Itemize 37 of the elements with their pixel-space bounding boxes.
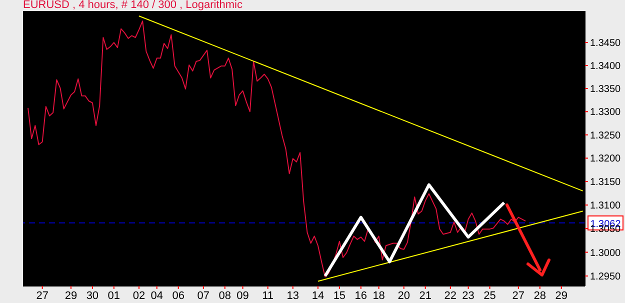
x-tick-label: 13 bbox=[286, 290, 300, 302]
x-tick-label: 04 bbox=[150, 290, 164, 302]
x-tick-label: 20 bbox=[398, 290, 410, 302]
y-tick-label: 1.3200 bbox=[590, 154, 622, 165]
x-tick-label: 09 bbox=[236, 290, 249, 302]
y-tick-label: 1.3400 bbox=[590, 61, 622, 72]
x-tick-label: 07 bbox=[197, 290, 210, 302]
x-tick-label: 11 bbox=[262, 290, 274, 302]
x-tick-label: 01 bbox=[108, 290, 120, 302]
x-tick-label: 23 bbox=[462, 290, 474, 302]
x-tick-label: 22 bbox=[444, 290, 457, 302]
x-tick-label: 08 bbox=[218, 290, 232, 302]
x-tick-label: 14 bbox=[312, 290, 324, 302]
x-tick-label: 27 bbox=[512, 290, 525, 302]
y-tick-label: 1.3100 bbox=[590, 200, 622, 212]
x-tick-label: 28 bbox=[534, 290, 546, 302]
y-tick-label: 1.3150 bbox=[590, 177, 622, 188]
y-tick-label: 1.3300 bbox=[590, 107, 622, 118]
x-tick-label: 29 bbox=[64, 290, 78, 302]
x-tick-label: 18 bbox=[372, 290, 385, 302]
y-tick-label: 1.2950 bbox=[590, 272, 622, 283]
x-tick-label: 16 bbox=[354, 290, 368, 302]
line-series bbox=[324, 183, 506, 278]
x-tick-label: 29 bbox=[555, 290, 568, 302]
x-tick-label: 02 bbox=[132, 290, 146, 302]
line-series bbox=[28, 20, 526, 278]
x-tick-label: 15 bbox=[333, 290, 346, 302]
x-tick-label: 27 bbox=[36, 290, 48, 302]
x-tick-label: 21 bbox=[419, 290, 432, 302]
y-tick-label: 1.3450 bbox=[590, 38, 622, 50]
x-tick-label: 06 bbox=[172, 290, 184, 302]
chart-title: EURUSD , 4 hours, # 140 / 300 , Logarithmic bbox=[23, 0, 242, 11]
x-tick-label: 30 bbox=[86, 290, 99, 302]
y-tick-label: 1.3350 bbox=[590, 84, 622, 96]
y-tick-label: 1.3000 bbox=[590, 248, 622, 259]
y-tick-label: 1.3250 bbox=[590, 130, 622, 142]
x-tick-label: 25 bbox=[484, 290, 496, 302]
